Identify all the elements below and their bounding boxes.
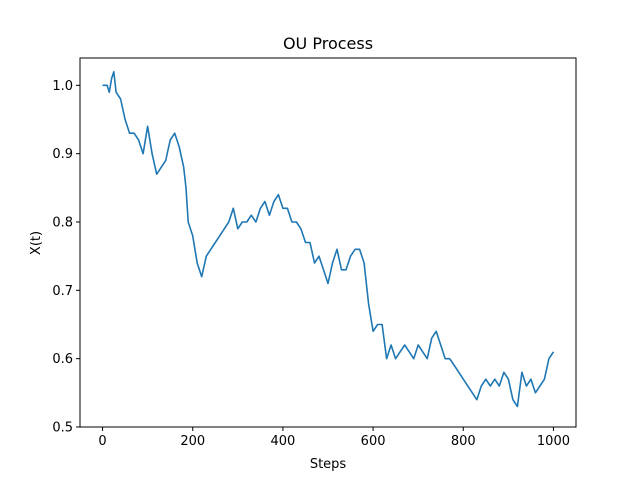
series-line [102, 70, 555, 408]
x-axis-label: Steps [310, 457, 347, 472]
y-tick-label: 0.5 [52, 421, 73, 436]
y-tick-label: 0.8 [52, 216, 73, 231]
chart-title: OU Process [283, 34, 373, 53]
x-tick-label: 1000 [537, 434, 570, 449]
y-tick-label: 1.0 [52, 79, 73, 94]
y-tick-label: 0.6 [52, 352, 73, 367]
plot-area [102, 70, 555, 408]
x-tick-label: 200 [180, 434, 205, 449]
x-axis: 0 200 400 600 800 1000 [98, 427, 570, 449]
x-tick-label: 600 [361, 434, 386, 449]
y-tick-label: 0.7 [52, 284, 73, 299]
y-axis: 0.5 0.6 0.7 0.8 0.9 1.0 [52, 79, 80, 436]
y-tick-label: 0.9 [52, 147, 73, 162]
x-tick-label: 800 [451, 434, 476, 449]
plot-frame [79, 57, 577, 428]
y-axis-label: X(t) [29, 231, 44, 255]
x-tick-label: 0 [98, 434, 106, 449]
x-tick-label: 400 [270, 434, 295, 449]
